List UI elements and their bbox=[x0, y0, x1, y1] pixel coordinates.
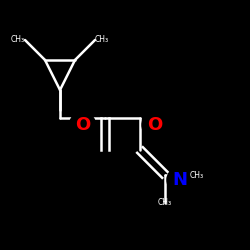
Text: O: O bbox=[148, 116, 162, 134]
Circle shape bbox=[142, 112, 168, 138]
Text: CH₃: CH₃ bbox=[11, 36, 25, 44]
Circle shape bbox=[167, 167, 193, 193]
Text: N: N bbox=[172, 171, 188, 189]
Circle shape bbox=[70, 112, 96, 138]
Text: CH₃: CH₃ bbox=[190, 170, 204, 179]
Text: CH₃: CH₃ bbox=[95, 36, 109, 44]
Text: CH₃: CH₃ bbox=[158, 198, 172, 207]
Text: O: O bbox=[75, 116, 90, 134]
